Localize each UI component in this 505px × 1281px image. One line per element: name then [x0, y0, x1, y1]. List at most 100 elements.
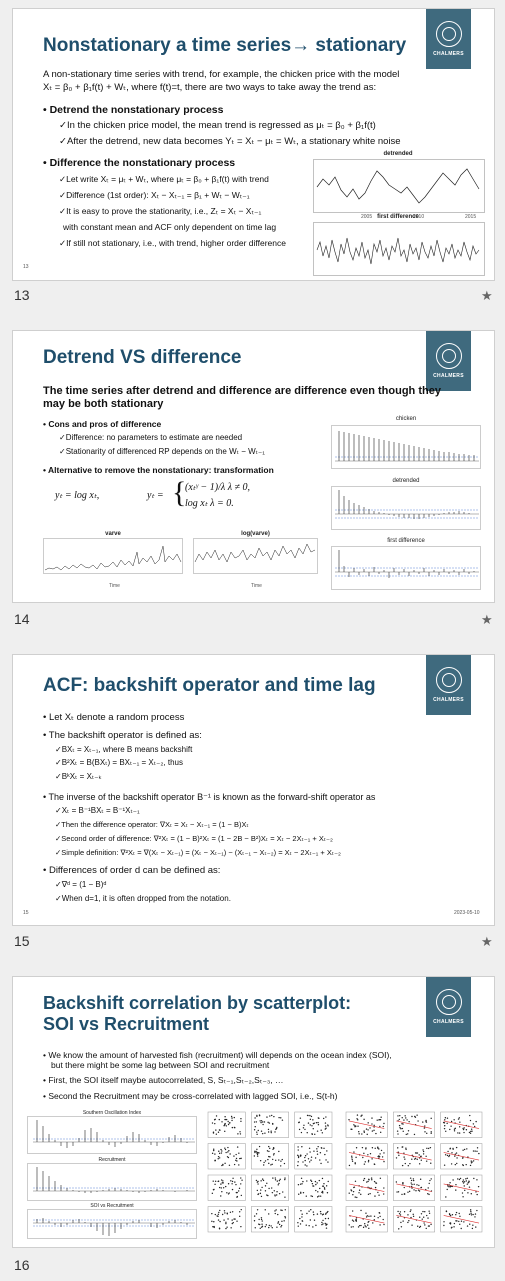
scatter-point	[416, 1184, 418, 1186]
scatter-point	[450, 1125, 452, 1127]
scatter-point	[475, 1191, 477, 1193]
scatter-point	[300, 1177, 303, 1179]
slide-title: Nonstationary a time series→ stationary	[43, 35, 407, 56]
scatter-point	[469, 1164, 472, 1167]
scatter-point	[446, 1154, 449, 1157]
scatter-point	[310, 1180, 313, 1183]
scatter-point	[469, 1119, 472, 1122]
slide-15[interactable]: CHALMERS ACF: backshift operator and tim…	[12, 654, 495, 926]
scatter-point	[277, 1184, 279, 1186]
scatter-point	[459, 1121, 461, 1123]
scatter-point	[321, 1223, 323, 1226]
subtitle: The time series after detrend and differ…	[43, 385, 441, 410]
scatter-point	[378, 1212, 381, 1214]
scatter-point	[284, 1215, 286, 1218]
axis-label: Time	[109, 583, 120, 589]
scatter-point	[240, 1225, 242, 1228]
scatter-point	[300, 1210, 302, 1212]
scatter-point	[320, 1162, 322, 1165]
scatter-point	[270, 1164, 272, 1166]
scatter-point	[277, 1213, 279, 1216]
scatter-point	[317, 1145, 319, 1148]
slide-14[interactable]: CHALMERS Detrend VS difference The time …	[12, 330, 495, 603]
scatter-point	[305, 1195, 307, 1197]
scatter-point	[310, 1179, 312, 1181]
scatter-point	[312, 1226, 314, 1228]
scatter-point	[272, 1147, 275, 1149]
chalmers-logo: CHALMERS	[426, 9, 471, 69]
scatter-point	[351, 1160, 354, 1162]
scatter-point	[397, 1133, 399, 1135]
scatter-point	[469, 1114, 471, 1117]
scatter-point	[403, 1156, 405, 1158]
scatter-point	[227, 1156, 230, 1159]
scatter-point	[456, 1162, 458, 1165]
scatter-point	[360, 1115, 362, 1117]
scatter-point	[402, 1220, 404, 1222]
scatter-point	[367, 1186, 369, 1189]
scatter-point	[366, 1181, 368, 1183]
scatter-point	[217, 1213, 220, 1216]
star-icon[interactable]: ★	[481, 288, 493, 303]
scatter-point	[324, 1213, 327, 1215]
scatter-point	[270, 1131, 272, 1134]
scatter-point	[425, 1155, 427, 1157]
scatter-point	[462, 1182, 465, 1184]
logo-text: CHALMERS	[433, 1019, 464, 1025]
scatter-panel	[294, 1111, 333, 1138]
scatter-point	[223, 1210, 226, 1212]
scatter-point	[211, 1152, 214, 1155]
scatter-point	[267, 1121, 269, 1124]
scatter-panel	[440, 1111, 483, 1138]
scatter-point	[456, 1157, 458, 1159]
slide-16[interactable]: CHALMERS Backshift correlation by scatte…	[12, 976, 495, 1248]
scatter-point	[416, 1158, 418, 1161]
scatter-point	[325, 1159, 327, 1161]
scatter-point	[211, 1122, 214, 1124]
scatter-point	[462, 1127, 464, 1130]
scatter-point	[297, 1222, 299, 1224]
scatter-point	[458, 1126, 461, 1128]
scatter-point	[410, 1182, 412, 1184]
scatter-point	[305, 1224, 307, 1226]
scatter-point	[217, 1155, 220, 1158]
sub-bullet: ✓∇ᵈ = (1 − B)ᵈ	[55, 880, 107, 889]
scatter-point	[408, 1219, 410, 1222]
scatter-point	[231, 1183, 233, 1185]
slide-13[interactable]: CHALMERS Nonstationary a time series→ st…	[12, 8, 495, 281]
scatter-point	[235, 1153, 237, 1156]
bullet: • Cons and pros of difference	[43, 419, 162, 429]
scatter-point	[449, 1128, 451, 1131]
scatter-point	[231, 1211, 234, 1213]
scatter-point	[422, 1121, 424, 1123]
scatter-point	[225, 1125, 228, 1127]
scatter-point	[280, 1226, 282, 1228]
scatter-point	[309, 1114, 311, 1117]
scatter-point	[301, 1220, 304, 1222]
scatter-point	[261, 1186, 263, 1189]
scatter-panel	[294, 1174, 333, 1201]
scatter-point	[311, 1195, 314, 1198]
scatter-point	[383, 1122, 385, 1125]
scatter-point	[454, 1163, 457, 1166]
scatter-point	[430, 1117, 432, 1120]
scatter-point	[430, 1131, 432, 1133]
scatter-point	[470, 1210, 472, 1213]
scatter-point	[427, 1187, 429, 1189]
figure-title: detrended	[383, 151, 413, 157]
scatter-point	[425, 1119, 427, 1122]
scatter-point	[371, 1147, 374, 1149]
acf-soi-plot	[27, 1116, 197, 1154]
scatter-point	[306, 1153, 308, 1155]
scatter-point	[315, 1189, 317, 1192]
scatter-point	[264, 1160, 267, 1162]
scatter-point	[324, 1125, 327, 1127]
star-icon[interactable]: ★	[481, 934, 493, 949]
scatter-point	[365, 1128, 368, 1130]
scatter-point	[280, 1160, 282, 1162]
scatter-point	[372, 1222, 374, 1224]
scatter-point	[379, 1177, 382, 1179]
scatter-point	[259, 1120, 261, 1122]
scatter-point	[309, 1118, 312, 1121]
star-icon[interactable]: ★	[481, 612, 493, 627]
